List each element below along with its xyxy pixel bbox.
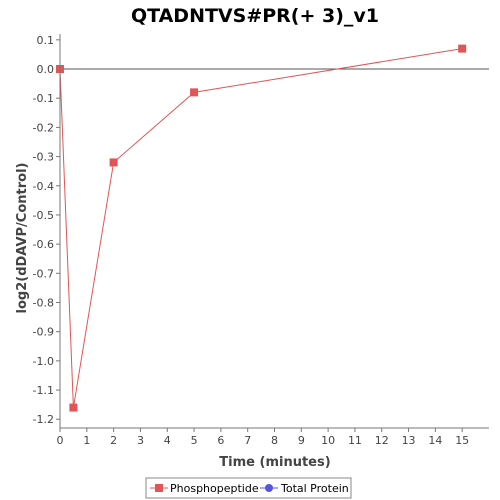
x-tick-label: 15 <box>455 434 469 447</box>
x-tick-label: 2 <box>110 434 117 447</box>
x-tick-label: 10 <box>321 434 335 447</box>
y-tick-label: -0.9 <box>33 326 54 339</box>
y-tick-label: 0.0 <box>37 63 55 76</box>
x-tick-label: 5 <box>191 434 198 447</box>
legend-label-phosphopeptide: Phosphopeptide <box>170 482 259 495</box>
y-tick-label: -0.8 <box>33 297 54 310</box>
x-tick-label: 0 <box>57 434 64 447</box>
y-tick-label: -0.7 <box>33 267 54 280</box>
legend-box <box>145 477 352 499</box>
y-axis-label: log2(dDAVP/Control) <box>15 163 30 314</box>
x-axis: 0 1 2 3 4 5 6 7 8 9 10 11 12 13 14 15 <box>57 428 469 447</box>
x-tick-label: 8 <box>271 434 278 447</box>
plot-area <box>60 34 489 428</box>
legend-marker-total-protein <box>265 484 273 492</box>
y-tick-label: -1.2 <box>33 413 54 426</box>
x-tick-label: 11 <box>348 434 362 447</box>
y-tick-label: -0.3 <box>33 151 54 164</box>
x-tick-label: 12 <box>375 434 389 447</box>
y-tick-label: -0.6 <box>33 238 54 251</box>
legend: Phosphopeptide Total Protein <box>145 477 352 499</box>
y-tick-label: -0.4 <box>33 180 54 193</box>
x-tick-label: 4 <box>164 434 171 447</box>
y-tick-label: -1.1 <box>33 384 54 397</box>
x-tick-label: 1 <box>83 434 90 447</box>
x-tick-label: 6 <box>217 434 224 447</box>
data-point-phosphopeptide <box>109 158 118 167</box>
x-tick-label: 3 <box>137 434 144 447</box>
x-tick-label: 7 <box>244 434 251 447</box>
chart-title: QTADNTVS#PR(+ 3)_v1 <box>131 5 379 27</box>
x-tick-label: 13 <box>402 434 416 447</box>
data-point-phosphopeptide <box>458 44 467 53</box>
y-tick-label: -0.1 <box>33 92 54 105</box>
legend-label-total-protein: Total Protein <box>280 482 349 495</box>
y-axis: 0.1 0.0 -0.1 -0.2 -0.3 -0.4 -0.5 -0.6 -0.7 -0.8 -0… <box>33 34 60 426</box>
x-tick-label: 9 <box>298 434 305 447</box>
y-tick-label: -0.2 <box>33 121 54 134</box>
x-axis-label: Time (minutes) <box>219 455 330 470</box>
y-tick-label: 0.1 <box>37 34 55 47</box>
x-tick-label: 14 <box>428 434 442 447</box>
y-tick-label: -0.5 <box>33 209 54 222</box>
data-point-phosphopeptide <box>190 88 199 97</box>
legend-marker-phosphopeptide <box>155 484 163 492</box>
data-point-phosphopeptide <box>69 403 78 412</box>
y-tick-label: -1.0 <box>33 355 54 368</box>
